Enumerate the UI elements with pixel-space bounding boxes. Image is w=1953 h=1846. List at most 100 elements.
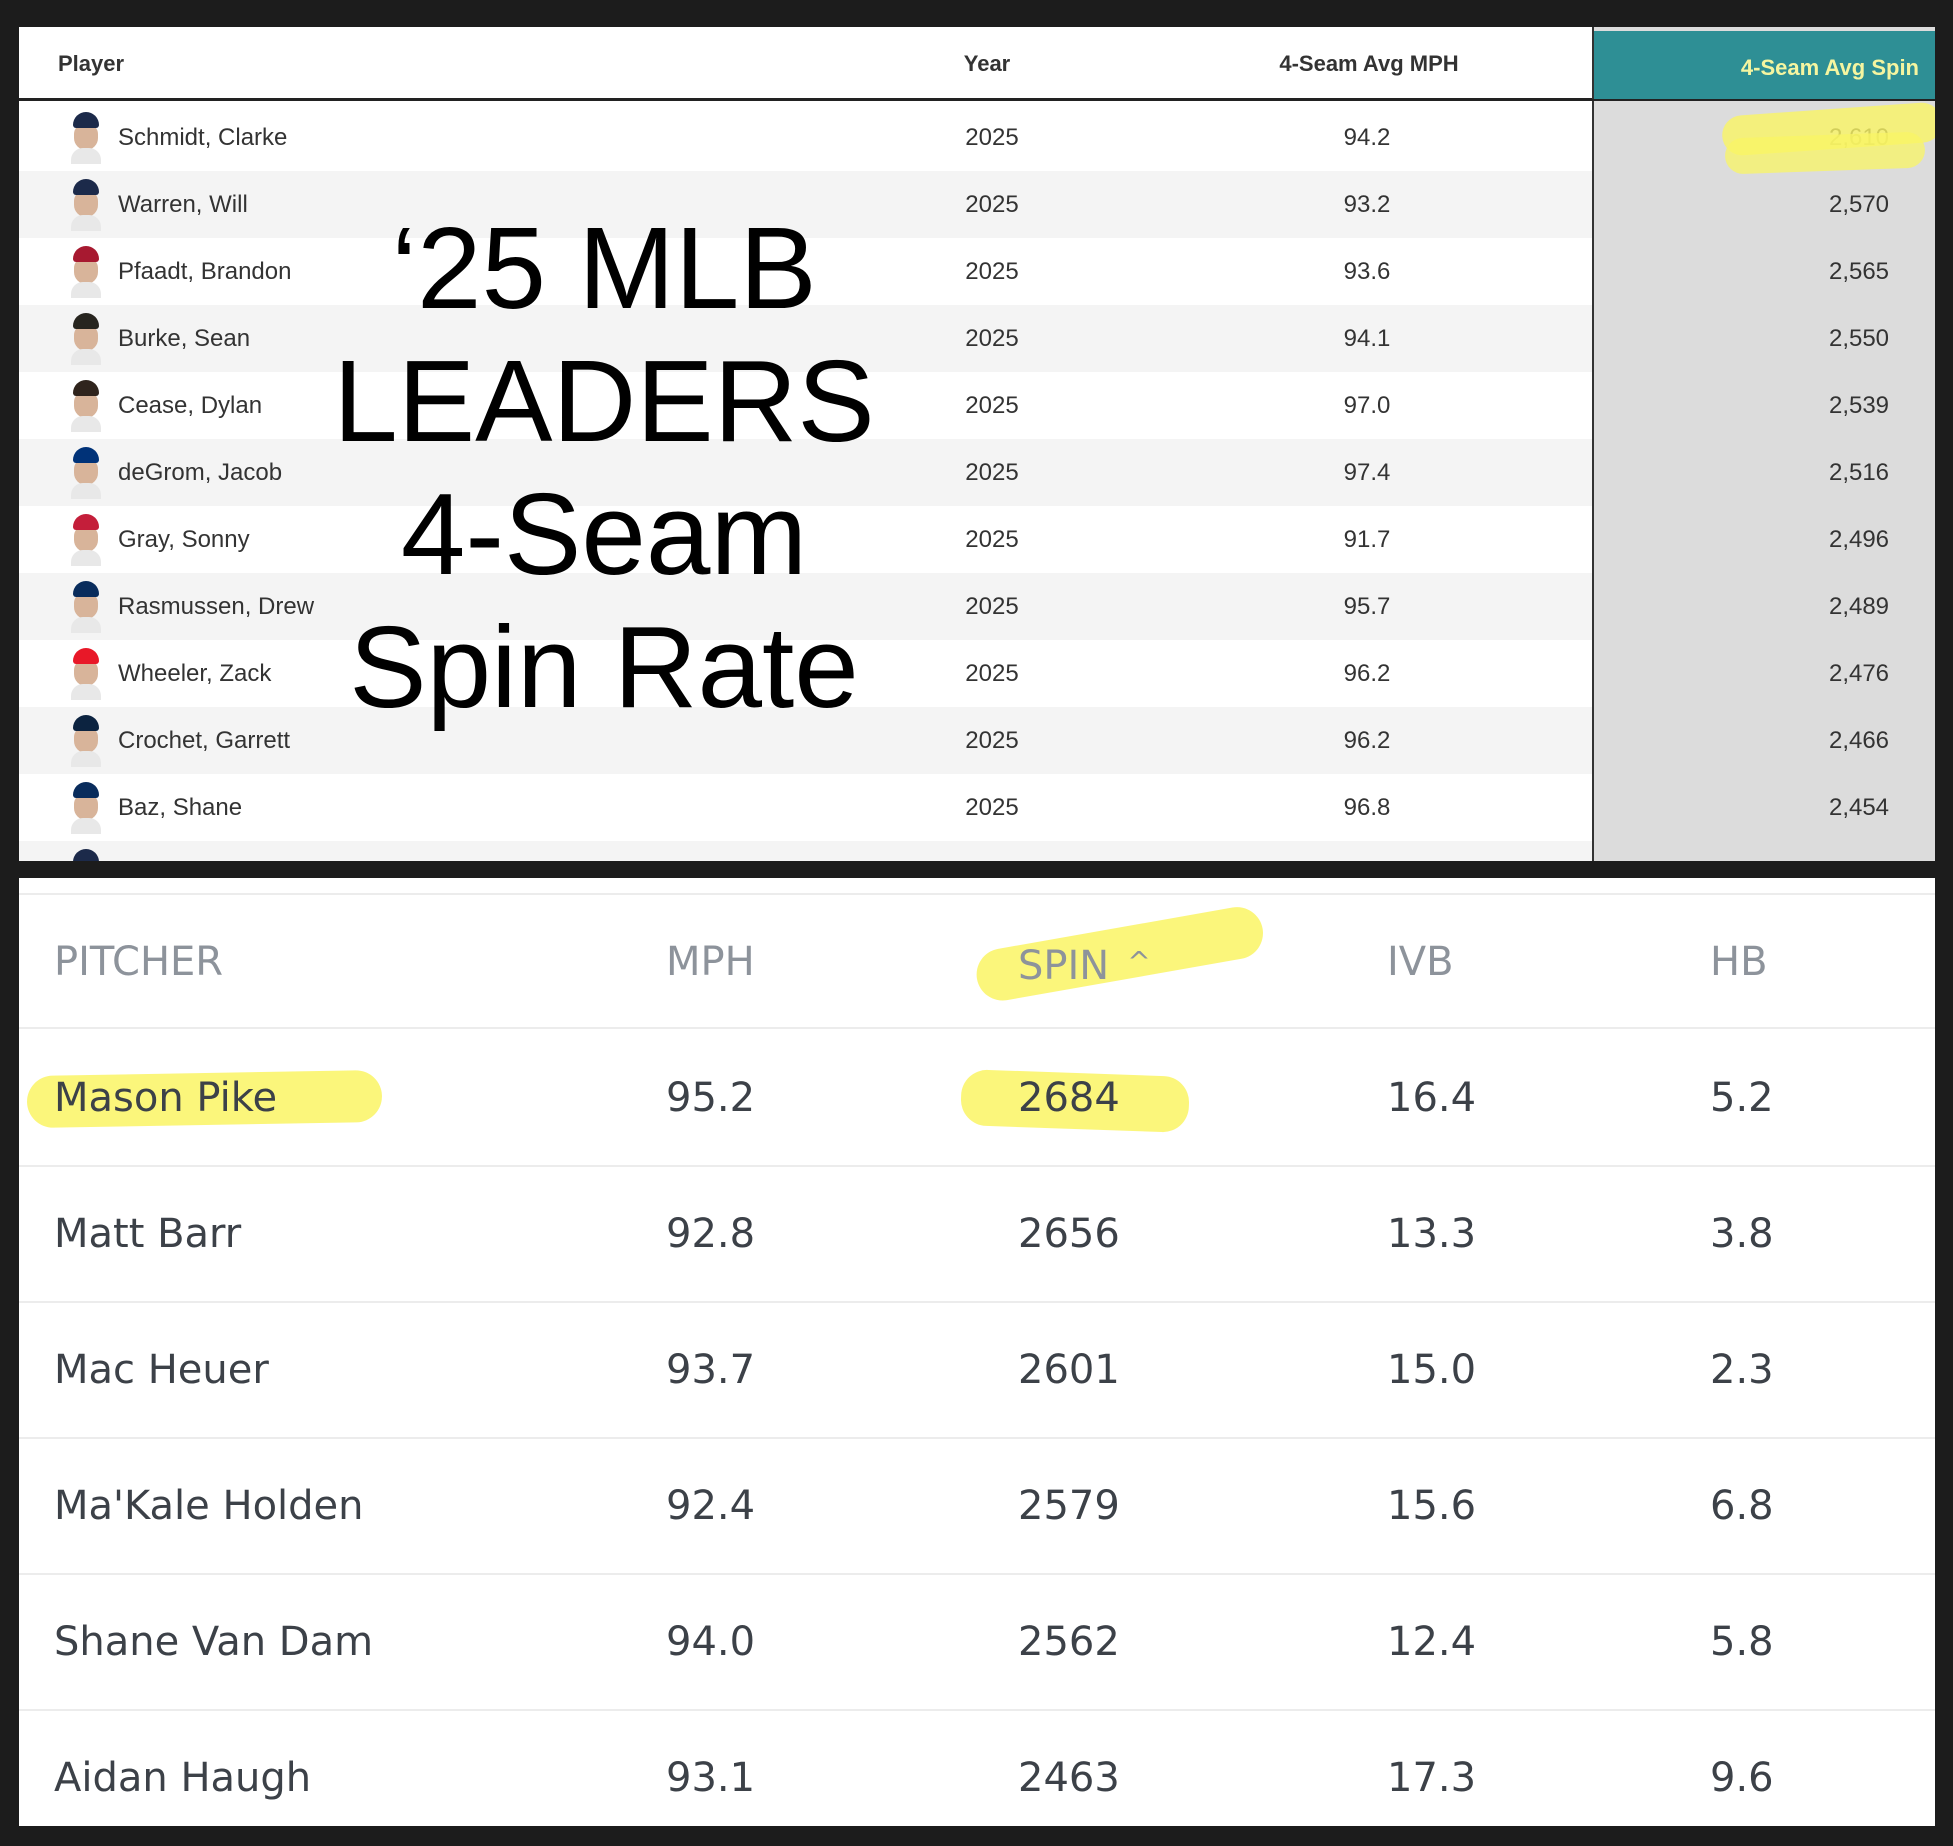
overlay-title-line: Spin Rate	[349, 602, 859, 732]
player-headshot	[71, 514, 101, 566]
year-value: 2025	[965, 794, 1019, 821]
mph-value: 92.4	[666, 1483, 756, 1529]
headshot-cap	[73, 112, 99, 128]
pitcher-name[interactable]: Aidan Haugh	[54, 1755, 312, 1801]
year-value: 2025	[965, 325, 1019, 352]
mph-value: 97.0	[1343, 392, 1391, 419]
player-headshot	[71, 447, 101, 499]
table-row[interactable]: Rasmussen, Drew 2025 95.7 2,489	[19, 573, 1935, 640]
year-value: 2025	[965, 459, 1019, 486]
table-row[interactable]: Baz, Shane 2025 96.8 2,454	[19, 774, 1935, 841]
table-row[interactable]: Wheeler, Zack 2025 96.2 2,476	[19, 640, 1935, 707]
headshot-cap	[73, 179, 99, 195]
year-value: 2025	[965, 392, 1019, 419]
headshot-face	[74, 258, 98, 284]
ivb-value: 17.3	[1387, 1755, 1477, 1801]
hb-value: 2.3	[1710, 1347, 1774, 1393]
overlay-title-line: 4-Seam	[400, 469, 808, 599]
pitcher-name[interactable]: Shane Van Dam	[54, 1619, 374, 1665]
mph-value: 93.6	[1343, 258, 1391, 285]
mph-value: 97.4	[1343, 459, 1391, 486]
table-row[interactable]: Cease, Dylan 2025 97.0 2,539	[19, 372, 1935, 439]
spin-value: 2,466	[1828, 727, 1890, 754]
pitcher-name[interactable]: Mac Heuer	[54, 1347, 269, 1393]
mph-value: 95.2	[666, 1075, 756, 1121]
overlay-title-line: LEADERS	[333, 336, 875, 466]
mlb-leaderboard-table: Player Year 4-Seam Avg MPH 4-Seam Avg Sp…	[19, 27, 1935, 861]
header-spin[interactable]: 4-Seam Avg Spin	[1740, 55, 1919, 80]
player-name[interactable]: Warren, Will	[118, 191, 248, 218]
headshot-face	[74, 660, 98, 686]
player-name[interactable]: Wheeler, Zack	[118, 660, 272, 687]
headshot-jersey	[71, 684, 101, 700]
hb-value: 5.8	[1710, 1619, 1774, 1665]
headshot-face	[74, 124, 98, 150]
table-row[interactable]: Shane Van Dam 94.0 2562 12.4 5.8	[19, 1575, 1935, 1711]
ivb-value: 15.0	[1387, 1347, 1477, 1393]
headshot-jersey	[71, 349, 101, 365]
player-name[interactable]: deGrom, Jacob	[118, 459, 283, 486]
player-name[interactable]: Pfaadt, Brandon	[118, 258, 292, 285]
player-headshot	[71, 648, 101, 700]
header-spin[interactable]: SPIN ^	[1018, 895, 1151, 1029]
table-row[interactable]: Gray, Sonny 2025 91.7 2,496	[19, 506, 1935, 573]
headshot-cap	[73, 648, 99, 664]
spin-value: 2,516	[1828, 459, 1890, 486]
hb-value: 3.8	[1710, 1211, 1774, 1257]
sort-ascending-icon[interactable]: ^	[1127, 945, 1151, 978]
table-row[interactable]: Matt Barr 92.8 2656 13.3 3.8	[19, 1167, 1935, 1303]
player-name[interactable]: Gray, Sonny	[118, 526, 250, 553]
table-row[interactable]	[19, 841, 1935, 861]
pitcher-name[interactable]: Matt Barr	[54, 1211, 242, 1257]
headshot-jersey	[71, 550, 101, 566]
hb-value: 5.2	[1710, 1075, 1774, 1121]
table-header: PITCHER MPH SPIN ^ IVB HB	[19, 895, 1935, 1029]
header-player[interactable]: Player	[58, 51, 125, 76]
table-row[interactable]: Ma'Kale Holden 92.4 2579 15.6 6.8	[19, 1439, 1935, 1575]
player-name[interactable]: Crochet, Garrett	[118, 727, 291, 754]
spin-value: 2,550	[1828, 325, 1890, 352]
header-hb[interactable]: HB	[1710, 939, 1768, 985]
table-row[interactable]: deGrom, Jacob 2025 97.4 2,516	[19, 439, 1935, 506]
header-pitcher[interactable]: PITCHER	[54, 939, 224, 985]
table-row[interactable]: Crochet, Garrett 2025 96.2 2,466	[19, 707, 1935, 774]
player-headshot	[71, 581, 101, 633]
player-name[interactable]: Cease, Dylan	[118, 392, 263, 419]
table-row[interactable]: Aidan Haugh 93.1 2463 17.3 9.6	[19, 1711, 1935, 1826]
spin-value: 2579	[1018, 1483, 1120, 1529]
header-year[interactable]: Year	[963, 51, 1011, 76]
header-spin-cell[interactable]: 4-Seam Avg Spin	[1592, 31, 1935, 99]
player-headshot	[71, 380, 101, 432]
spin-value: 2,570	[1828, 191, 1890, 218]
table-row[interactable]: Warren, Will 2025 93.2 2,570	[19, 171, 1935, 238]
spin-value: 2656	[1018, 1211, 1120, 1257]
header-mph[interactable]: 4-Seam Avg MPH	[1279, 51, 1459, 76]
headshot-jersey	[71, 215, 101, 231]
headshot-jersey	[71, 483, 101, 499]
pitcher-name[interactable]: Ma'Kale Holden	[54, 1483, 364, 1529]
spin-value: 2562	[1018, 1619, 1120, 1665]
player-name[interactable]: Burke, Sean	[118, 325, 251, 352]
player-name[interactable]: Baz, Shane	[118, 794, 243, 821]
player-name[interactable]: Rasmussen, Drew	[118, 593, 315, 620]
headshot-jersey	[71, 818, 101, 834]
ivb-value: 15.6	[1387, 1483, 1477, 1529]
table-row[interactable]: Mac Heuer 93.7 2601 15.0 2.3	[19, 1303, 1935, 1439]
ivb-value: 16.4	[1387, 1075, 1477, 1121]
pitcher-name[interactable]: Mason Pike	[54, 1075, 278, 1121]
table-row[interactable]: Pfaadt, Brandon 2025 93.6 2,565	[19, 238, 1935, 305]
table-row[interactable]: Burke, Sean 2025 94.1 2,550	[19, 305, 1935, 372]
player-name[interactable]: Schmidt, Clarke	[118, 124, 288, 151]
year-value: 2025	[965, 727, 1019, 754]
header-ivb[interactable]: IVB	[1387, 939, 1454, 985]
headshot-cap	[73, 782, 99, 798]
mph-value: 95.7	[1343, 593, 1391, 620]
table-row[interactable]: Mason Pike 95.2 2684 16.4 5.2	[19, 1031, 1935, 1167]
ivb-value: 12.4	[1387, 1619, 1477, 1665]
mph-value: 96.8	[1343, 794, 1391, 821]
spin-value: 2463	[1018, 1755, 1120, 1801]
headshot-jersey	[71, 416, 101, 432]
headshot-cap	[73, 581, 99, 597]
header-mph[interactable]: MPH	[666, 939, 755, 985]
